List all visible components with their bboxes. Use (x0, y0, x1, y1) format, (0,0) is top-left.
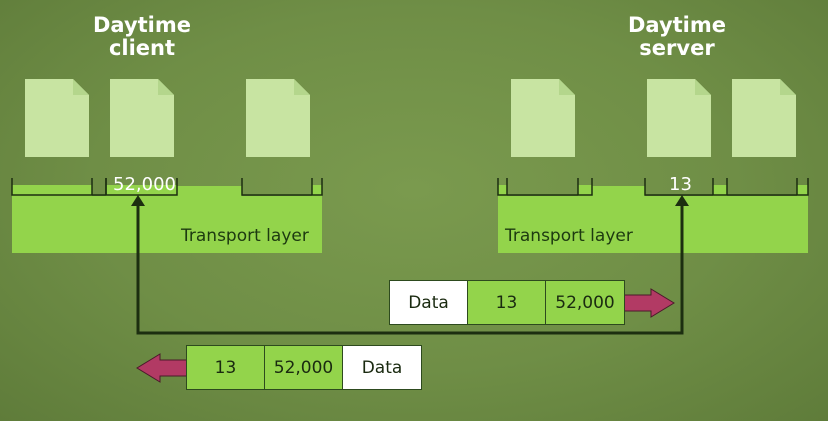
arrow-right-icon (623, 288, 675, 318)
document-icon (732, 79, 796, 157)
packet-src-port-cell: 52,000 (546, 281, 624, 324)
client-port-label: 52,000 (113, 174, 176, 195)
packet-to-server: Data 13 52,000 (389, 280, 625, 325)
packet-dest-port-cell: 52,000 (265, 346, 343, 389)
document-icon (25, 79, 89, 157)
packet-data-cell: Data (390, 281, 468, 324)
server-title: Daytime server (627, 13, 726, 60)
document-icon (110, 79, 174, 157)
client-title: Daytime client (92, 13, 191, 60)
connection-line (131, 195, 689, 335)
document-icon (511, 79, 575, 157)
server-layer-label: Transport layer (505, 226, 633, 246)
arrow-left-icon (136, 353, 188, 383)
document-icon (246, 79, 310, 157)
client-layer-label: Transport layer (181, 226, 309, 246)
packet-data-cell: Data (343, 346, 421, 389)
packet-dest-port-cell: 13 (468, 281, 546, 324)
client-transport-layer (11, 178, 323, 253)
packet-to-client: 13 52,000 Data (186, 345, 422, 390)
document-icon (647, 79, 711, 157)
server-port-label: 13 (669, 174, 692, 195)
server-transport-layer (497, 178, 809, 253)
packet-src-port-cell: 13 (187, 346, 265, 389)
